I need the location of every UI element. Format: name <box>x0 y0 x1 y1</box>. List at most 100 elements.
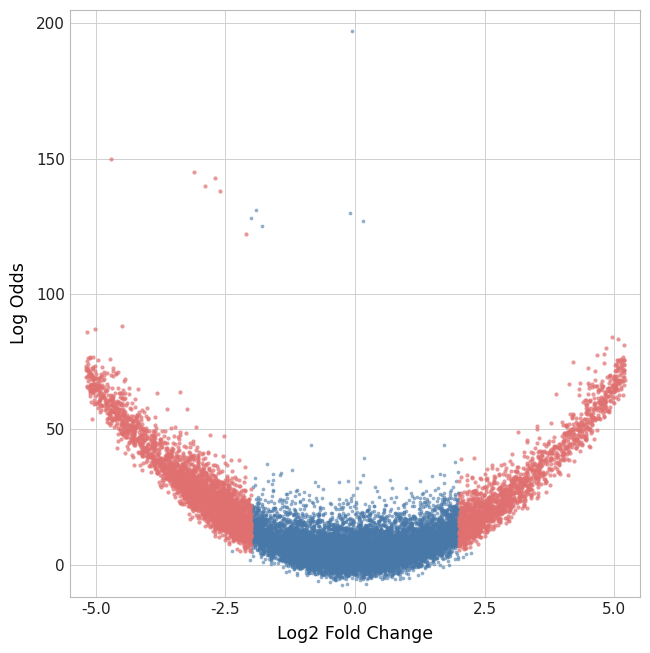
Point <box>198 485 209 496</box>
Point <box>247 536 257 547</box>
Point <box>484 520 495 531</box>
Point <box>279 537 289 548</box>
Point <box>403 543 413 554</box>
Point <box>107 404 117 414</box>
Point <box>185 491 196 502</box>
Point <box>344 546 354 556</box>
Point <box>363 561 374 571</box>
Point <box>236 513 246 524</box>
Point <box>363 535 374 546</box>
Point <box>378 556 388 567</box>
Point <box>422 531 433 541</box>
Point <box>401 535 411 546</box>
Point <box>397 567 408 577</box>
Point <box>358 558 369 569</box>
Point <box>538 456 549 467</box>
Point <box>456 521 466 532</box>
Point <box>376 560 386 571</box>
Point <box>318 550 329 560</box>
Point <box>350 550 360 560</box>
Point <box>337 548 348 558</box>
Point <box>380 534 391 544</box>
Point <box>363 562 374 572</box>
Point <box>345 556 356 566</box>
Point <box>419 524 430 534</box>
Point <box>386 558 396 569</box>
Point <box>423 536 434 547</box>
Point <box>368 554 378 564</box>
Point <box>123 444 133 454</box>
Point <box>359 552 369 562</box>
Point <box>401 525 411 535</box>
Point <box>273 532 283 542</box>
Point <box>400 534 411 544</box>
Point <box>225 515 235 525</box>
Point <box>619 355 629 366</box>
Point <box>400 548 411 558</box>
Point <box>194 495 205 505</box>
Point <box>601 387 611 397</box>
Point <box>244 536 255 547</box>
Point <box>396 537 407 547</box>
Point <box>313 526 323 537</box>
Point <box>342 547 352 557</box>
Point <box>316 545 326 555</box>
Point <box>183 485 193 495</box>
Point <box>393 552 404 562</box>
Point <box>398 530 409 540</box>
Point <box>211 498 221 508</box>
Point <box>454 488 464 498</box>
Point <box>276 523 286 534</box>
Point <box>452 522 462 533</box>
Point <box>374 538 384 549</box>
Point <box>368 555 378 565</box>
Point <box>536 460 547 471</box>
Point <box>331 531 341 541</box>
Point <box>264 535 274 545</box>
Point <box>151 457 162 468</box>
Point <box>393 553 404 564</box>
Point <box>365 508 375 518</box>
Point <box>214 505 224 515</box>
Point <box>343 539 353 549</box>
Point <box>114 405 124 415</box>
Point <box>116 400 126 410</box>
Point <box>278 553 289 564</box>
Point <box>413 535 424 545</box>
Point <box>345 554 356 564</box>
Point <box>396 544 406 554</box>
Point <box>358 550 369 560</box>
Point <box>322 556 332 567</box>
Point <box>408 523 418 534</box>
Point <box>350 537 360 547</box>
Point <box>378 547 388 557</box>
Point <box>252 503 262 513</box>
Point <box>123 425 133 436</box>
Point <box>356 534 366 544</box>
Point <box>270 541 281 551</box>
Point <box>394 552 404 562</box>
Point <box>224 496 235 506</box>
Point <box>315 539 326 549</box>
Point <box>85 390 96 401</box>
Point <box>336 560 346 570</box>
Point <box>412 534 423 544</box>
Point <box>192 441 203 452</box>
Point <box>340 549 350 560</box>
Point <box>227 524 238 534</box>
Point <box>398 546 408 556</box>
Point <box>331 555 341 565</box>
Point <box>311 496 322 506</box>
Point <box>532 447 543 458</box>
Point <box>336 549 346 560</box>
Point <box>437 507 447 517</box>
Point <box>214 515 224 526</box>
Point <box>242 524 252 534</box>
Point <box>441 542 451 552</box>
Point <box>361 550 372 560</box>
Point <box>482 526 493 537</box>
Point <box>454 529 465 539</box>
Point <box>304 543 315 554</box>
Point <box>179 498 189 509</box>
Point <box>393 538 403 549</box>
